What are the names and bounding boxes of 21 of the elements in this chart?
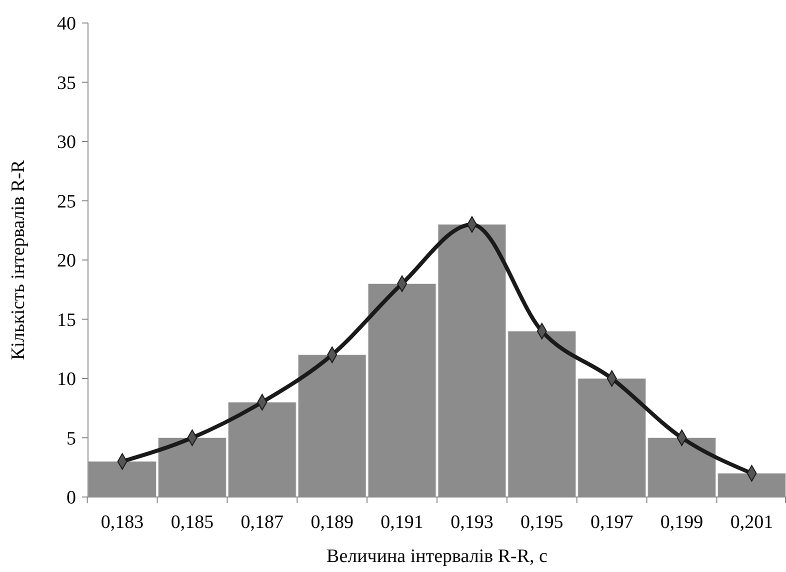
y-tick-label: 5: [66, 428, 76, 450]
x-tick-label: 0,197: [590, 512, 634, 533]
y-tick-label: 20: [57, 250, 76, 272]
x-tick-label: 0,191: [380, 512, 424, 533]
y-axis-title: Кількість інтервалів R-R: [8, 160, 29, 360]
x-tick-label: 0,187: [240, 512, 284, 533]
y-tick-label: 15: [57, 310, 76, 331]
y-tick-label: 10: [57, 369, 76, 390]
y-tick-label: 35: [57, 72, 76, 94]
y-tick-label: 30: [57, 132, 76, 154]
x-axis-title: Величина інтервалів R-R, с: [326, 546, 548, 567]
x-tick-label: 0,193: [450, 512, 494, 533]
x-tick-label: 0,183: [100, 512, 144, 533]
x-tick-label: 0,201: [730, 512, 774, 533]
y-tick-label: 40: [57, 14, 76, 35]
x-tick-label: 0,199: [660, 512, 704, 533]
y-tick-label: 0: [66, 488, 76, 509]
x-tick-label: 0,189: [310, 512, 354, 533]
x-tick-label: 0,185: [170, 512, 214, 533]
y-tick-label: 25: [57, 191, 76, 212]
x-tick-label: 0,195: [520, 512, 564, 533]
